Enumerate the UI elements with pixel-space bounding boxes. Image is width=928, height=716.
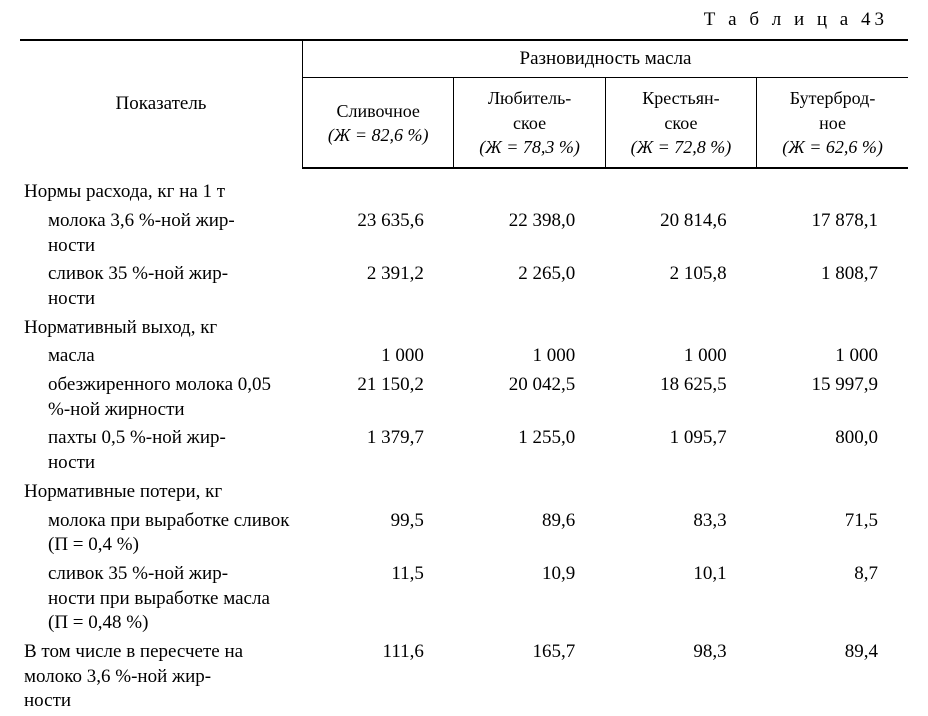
cell-value: 21 150,2 xyxy=(303,371,454,424)
col-header-indicator: Показатель xyxy=(20,40,303,169)
group-heading-label: Нормативный выход, кг xyxy=(20,314,303,343)
cell-value xyxy=(454,178,605,207)
cell-value xyxy=(605,178,756,207)
group-heading-label: Нормативные потери, кг xyxy=(20,478,303,507)
col-header-1: Любитель-ское (Ж = 78,3 %) xyxy=(454,78,605,168)
cell-value xyxy=(303,478,454,507)
col-header-2: Крестьян-ское (Ж = 72,8 %) xyxy=(605,78,756,168)
col-header-0: Сливочное (Ж = 82,6 %) xyxy=(303,78,454,168)
col-superheader: Разновидность масла xyxy=(303,40,908,78)
cell-value: 800,0 xyxy=(757,424,908,477)
table-row: пахты 0,5 %-ной жир-ности1 379,71 255,01… xyxy=(20,424,908,477)
group-heading-row: Нормативный выход, кг xyxy=(20,314,908,343)
cell-value: 83,3 xyxy=(605,507,756,560)
cell-value xyxy=(757,478,908,507)
cell-value: 23 635,6 xyxy=(303,207,454,260)
table-caption: Т а б л и ц а 43 xyxy=(20,8,908,33)
cell-value: 1 000 xyxy=(303,342,454,371)
col-name-0: Сливочное xyxy=(336,101,419,121)
cell-value: 1 379,7 xyxy=(303,424,454,477)
row-label: пахты 0,5 %-ной жир-ности xyxy=(20,424,303,477)
row-label: масла xyxy=(20,342,303,371)
cell-value: 2 105,8 xyxy=(605,260,756,313)
cell-value: 1 000 xyxy=(454,342,605,371)
row-label: сливок 35 %-ной жир-ности при выработке … xyxy=(20,560,303,638)
col-fat-2: (Ж = 72,8 %) xyxy=(631,137,732,157)
cell-value: 10,9 xyxy=(454,560,605,638)
cell-value: 2 265,0 xyxy=(454,260,605,313)
table-body: Нормы расхода, кг на 1 тмолока 3,6 %-ной… xyxy=(20,168,908,716)
col-fat-0: (Ж = 82,6 %) xyxy=(328,125,429,145)
table-row: обезжиренного молока 0,05 %-ной жирности… xyxy=(20,371,908,424)
group-heading-row: Нормативные потери, кг xyxy=(20,478,908,507)
table-row: сливок 35 %-ной жир-ности при выработке … xyxy=(20,560,908,638)
col-fat-1: (Ж = 78,3 %) xyxy=(479,137,580,157)
group-heading-label: В том числе в пересчете на молоко 3,6 %-… xyxy=(20,638,303,716)
cell-value: 20 042,5 xyxy=(454,371,605,424)
cell-value xyxy=(757,314,908,343)
cell-value xyxy=(454,314,605,343)
cell-value xyxy=(605,314,756,343)
cell-value xyxy=(757,178,908,207)
cell-value: 1 000 xyxy=(605,342,756,371)
cell-value: 89,6 xyxy=(454,507,605,560)
col-name-2: Крестьян-ское xyxy=(642,88,719,132)
table-row: молока 3,6 %-ной жир-ности23 635,622 398… xyxy=(20,207,908,260)
cell-value: 89,4 xyxy=(757,638,908,716)
cell-value: 71,5 xyxy=(757,507,908,560)
row-label: молока 3,6 %-ной жир-ности xyxy=(20,207,303,260)
group-heading-row: Нормы расхода, кг на 1 т xyxy=(20,178,908,207)
cell-value xyxy=(454,478,605,507)
cell-value: 99,5 xyxy=(303,507,454,560)
row-label: молока при выработке сливок (П = 0,4 %) xyxy=(20,507,303,560)
cell-value: 1 255,0 xyxy=(454,424,605,477)
cell-value: 20 814,6 xyxy=(605,207,756,260)
cell-value: 17 878,1 xyxy=(757,207,908,260)
cell-value: 11,5 xyxy=(303,560,454,638)
col-name-3: Бутерброд-ное xyxy=(790,88,876,132)
table-row: масла1 0001 0001 0001 000 xyxy=(20,342,908,371)
cell-value: 15 997,9 xyxy=(757,371,908,424)
cell-value: 22 398,0 xyxy=(454,207,605,260)
cell-value: 1 095,7 xyxy=(605,424,756,477)
cell-value: 10,1 xyxy=(605,560,756,638)
cell-value xyxy=(605,478,756,507)
col-header-3: Бутерброд-ное (Ж = 62,6 %) xyxy=(757,78,908,168)
row-label: сливок 35 %-ной жир-ности xyxy=(20,260,303,313)
col-name-1: Любитель-ское xyxy=(488,88,572,132)
cell-value: 1 000 xyxy=(757,342,908,371)
cell-value: 111,6 xyxy=(303,638,454,716)
cell-value: 1 808,7 xyxy=(757,260,908,313)
cell-value: 18 625,5 xyxy=(605,371,756,424)
col-fat-3: (Ж = 62,6 %) xyxy=(782,137,883,157)
group-heading-row: В том числе в пересчете на молоко 3,6 %-… xyxy=(20,638,908,716)
cell-value: 165,7 xyxy=(454,638,605,716)
cell-value: 2 391,2 xyxy=(303,260,454,313)
row-label: обезжиренного молока 0,05 %-ной жирности xyxy=(20,371,303,424)
cell-value xyxy=(303,178,454,207)
table-row: сливок 35 %-ной жир-ности2 391,22 265,02… xyxy=(20,260,908,313)
cell-value: 98,3 xyxy=(605,638,756,716)
data-table: Показатель Разновидность масла Сливочное… xyxy=(20,39,908,716)
group-heading-label: Нормы расхода, кг на 1 т xyxy=(20,178,303,207)
cell-value xyxy=(303,314,454,343)
cell-value: 8,7 xyxy=(757,560,908,638)
table-row: молока при выработке сливок (П = 0,4 %)9… xyxy=(20,507,908,560)
